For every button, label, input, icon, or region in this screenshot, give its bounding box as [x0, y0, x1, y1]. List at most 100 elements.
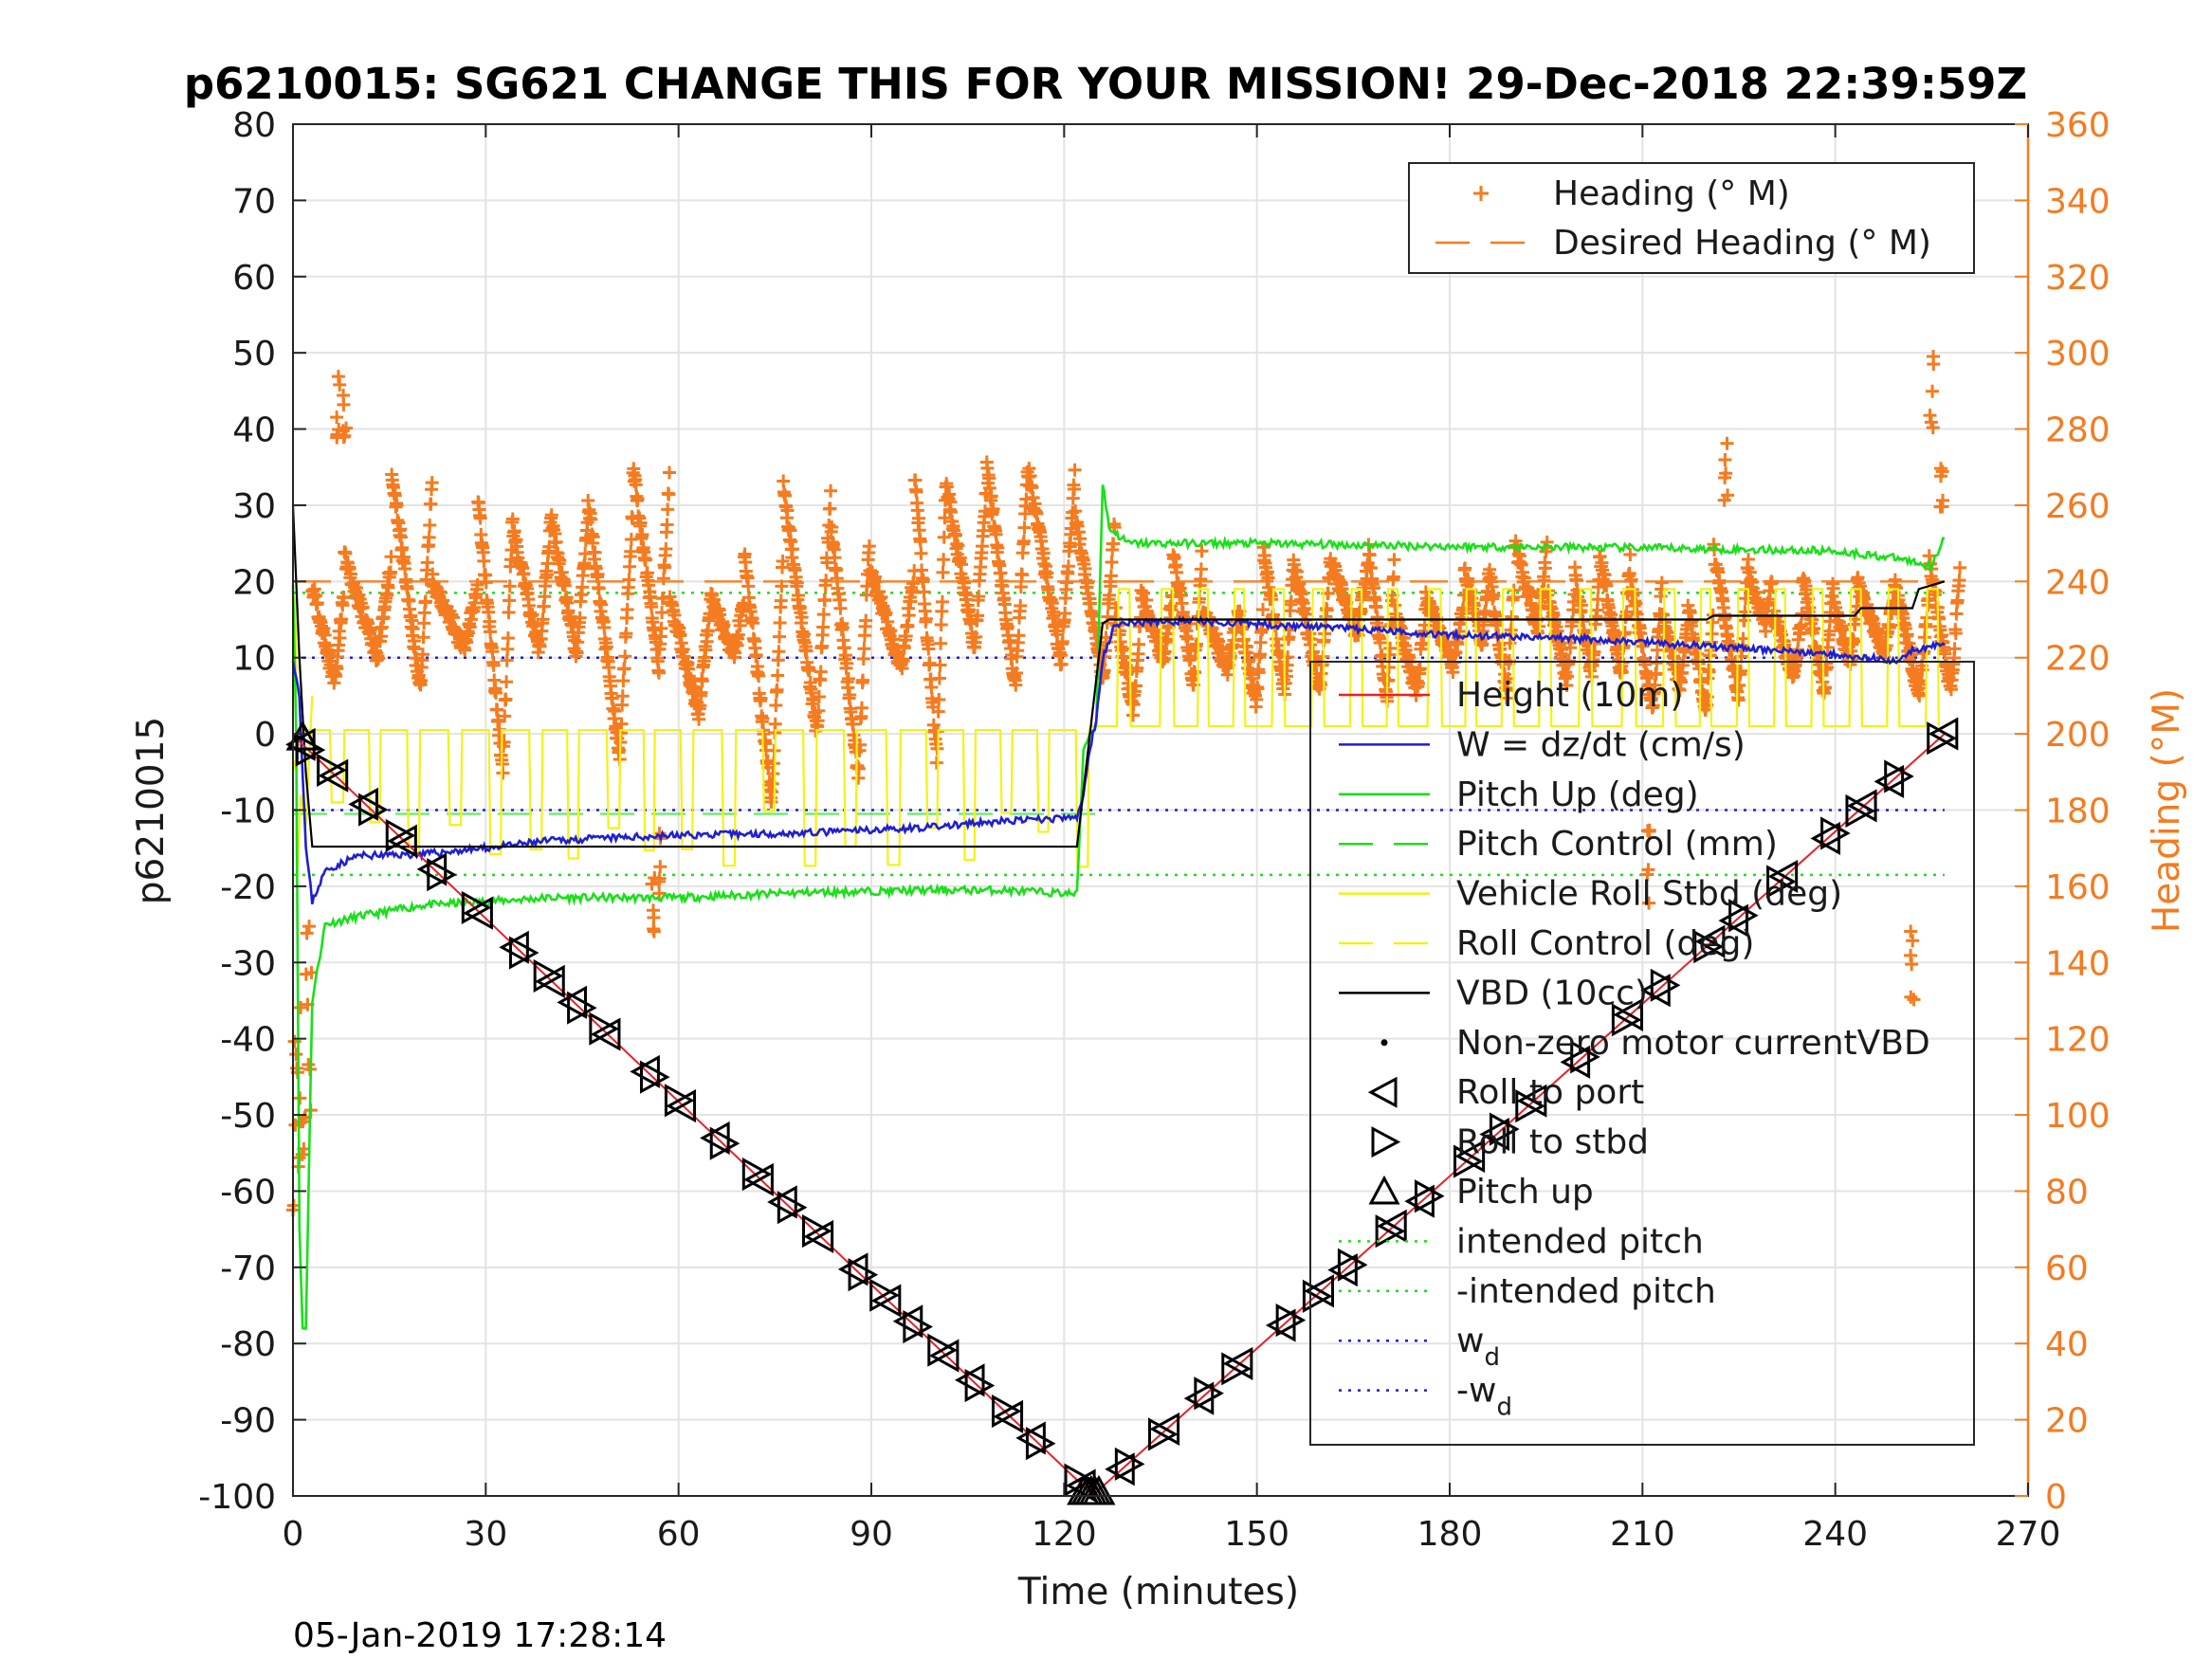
- legend-swatch-tri-right: [1371, 1126, 1401, 1158]
- legend-label-text: Non-zero motor currentVBD: [1456, 1024, 1930, 1063]
- y-right-tick-label: 180: [2045, 793, 2111, 831]
- y-right-tick-label: 140: [2045, 944, 2111, 983]
- y-right-tick-label: 320: [2045, 259, 2111, 298]
- legend-label-text: W = dz/dt (cm/s): [1456, 725, 1746, 764]
- y-right-tick-label: 20: [2045, 1402, 2089, 1441]
- legend-label: Pitch Up (deg): [1456, 775, 1699, 814]
- y-tick-label: -100: [198, 1478, 276, 1517]
- y-right-tick-label: 240: [2045, 563, 2111, 602]
- legend-label-text: Desired Heading (° M): [1553, 224, 1931, 263]
- y-tick-label: -30: [220, 944, 276, 983]
- y-right-tick-label: 80: [2045, 1173, 2089, 1212]
- vbd-line: [291, 504, 1946, 848]
- y-tick-label: -10: [220, 793, 276, 831]
- y-tick-label: -20: [220, 868, 276, 907]
- y-right-tick-label: 40: [2045, 1325, 2089, 1364]
- y-tick-label: -40: [220, 1021, 276, 1060]
- y-tick-label: 70: [232, 182, 276, 221]
- pitch-up-line: [291, 484, 1946, 1330]
- x-tick-label: 60: [657, 1515, 701, 1554]
- legend-label-text: Roll to stbd: [1456, 1123, 1649, 1162]
- legend-heading: Heading (° M) Desired Heading (° M): [1408, 162, 1975, 274]
- y-axis-label-right: Heading (°M): [2146, 688, 2188, 933]
- y-tick-label: 30: [232, 487, 276, 526]
- y-right-tick-label: 0: [2045, 1478, 2067, 1517]
- y-tick-label: 20: [232, 563, 276, 602]
- legend-swatch-plus: [1473, 186, 1489, 201]
- legend-label-text: Pitch Up (deg): [1456, 775, 1699, 814]
- y-right-tick-label: 100: [2045, 1097, 2111, 1136]
- triangle-markers: [285, 717, 1959, 1505]
- w-line: [291, 614, 1946, 905]
- y-tick-label: 10: [232, 640, 276, 679]
- legend-label-text: -intended pitch: [1456, 1272, 1716, 1311]
- y-right-tick-label: 120: [2045, 1021, 2111, 1060]
- legend-label: Pitch Control (mm): [1456, 825, 1778, 864]
- legend-label-text: w: [1456, 1322, 1484, 1360]
- y-tick-label: -70: [220, 1249, 276, 1288]
- legend-label: Roll to port: [1456, 1073, 1644, 1112]
- x-tick-label: 120: [1032, 1515, 1097, 1554]
- legend-label: Heading (° M): [1553, 174, 1790, 213]
- legend-label: Vehicle Roll Stbd (deg): [1456, 875, 1842, 914]
- y-tick-label: -50: [220, 1097, 276, 1136]
- y-right-tick-label: 160: [2045, 868, 2111, 907]
- legend-label: intended pitch: [1456, 1222, 1704, 1261]
- y-right-tick-label: 220: [2045, 640, 2111, 679]
- legend-label: wd: [1456, 1322, 1500, 1372]
- legend-label: -wd: [1456, 1372, 1512, 1422]
- legend-swatch-tri-up: [1368, 1175, 1400, 1205]
- legend-label: Non-zero motor currentVBD: [1456, 1024, 1930, 1063]
- roll-line: [291, 588, 1940, 868]
- legend-main: Height (10m) W = dz/dt (cm/s) Pitch Up (de…: [1309, 661, 1975, 1446]
- timestamp: 05-Jan-2019 17:28:14: [293, 1616, 667, 1655]
- legend-label: Desired Heading (° M): [1553, 224, 1931, 263]
- x-tick-label: 30: [464, 1515, 507, 1554]
- y-tick-label: 0: [254, 716, 276, 755]
- legend-label: W = dz/dt (cm/s): [1456, 725, 1746, 764]
- y-right-tick-label: 340: [2045, 182, 2111, 221]
- x-tick-label: 90: [850, 1515, 893, 1554]
- legend-label-text: Roll to port: [1456, 1073, 1644, 1112]
- axis-ticks: 0 30 60 90 120 150 180 210 240 270 80 70 60 50 40 30 20 1…: [198, 106, 2110, 1554]
- x-axis-label: Time (minutes): [1017, 1571, 1299, 1613]
- legend-label: Roll Control (deg): [1456, 924, 1754, 963]
- y-right-tick-label: 300: [2045, 335, 2111, 374]
- legend-label: Height (10m): [1456, 676, 1683, 715]
- legend-label-text: Height (10m): [1456, 676, 1683, 715]
- y-tick-label: 60: [232, 259, 276, 298]
- legend-label-subscript: d: [1484, 1343, 1500, 1372]
- x-tick-label: 0: [283, 1515, 304, 1554]
- y-tick-label: -80: [220, 1325, 276, 1364]
- legend-label-text: Roll Control (deg): [1456, 924, 1754, 963]
- legend-label-text: Vehicle Roll Stbd (deg): [1456, 875, 1842, 914]
- x-tick-label: 210: [1610, 1515, 1675, 1554]
- legend-label-text: Pitch up: [1456, 1173, 1594, 1212]
- x-tick-label: 180: [1417, 1515, 1483, 1554]
- y-tick-label: -60: [220, 1173, 276, 1212]
- y-tick-label: 80: [232, 106, 276, 145]
- y-right-tick-label: 200: [2045, 716, 2111, 755]
- legend-swatch-tri-left: [1367, 1076, 1398, 1108]
- y-right-tick-label: 280: [2045, 411, 2111, 450]
- y-right-tick-label: 360: [2045, 106, 2111, 145]
- legend-label: VBD (10cc): [1456, 974, 1648, 1012]
- legend-label: -intended pitch: [1456, 1272, 1716, 1311]
- y-tick-label: 40: [232, 411, 276, 450]
- x-tick-label: 240: [1802, 1515, 1868, 1554]
- legend-label: Roll to stbd: [1456, 1123, 1649, 1162]
- legend-label-text: -w: [1456, 1372, 1496, 1411]
- y-tick-label: -90: [220, 1402, 276, 1441]
- legend-label-text: VBD (10cc): [1456, 974, 1648, 1012]
- legend-label-text: Pitch Control (mm): [1456, 825, 1778, 864]
- x-tick-label: 150: [1224, 1515, 1289, 1554]
- y-axis-label: p6210015: [130, 717, 173, 904]
- y-right-tick-label: 260: [2045, 487, 2111, 526]
- y-right-tick-label: 60: [2045, 1249, 2089, 1288]
- legend-label-text: Heading (° M): [1553, 174, 1790, 213]
- x-tick-label: 270: [1996, 1515, 2061, 1554]
- legend-label: Pitch up: [1456, 1173, 1594, 1212]
- legend-heading-box: [1408, 162, 1975, 274]
- legend-label-subscript: d: [1496, 1394, 1512, 1422]
